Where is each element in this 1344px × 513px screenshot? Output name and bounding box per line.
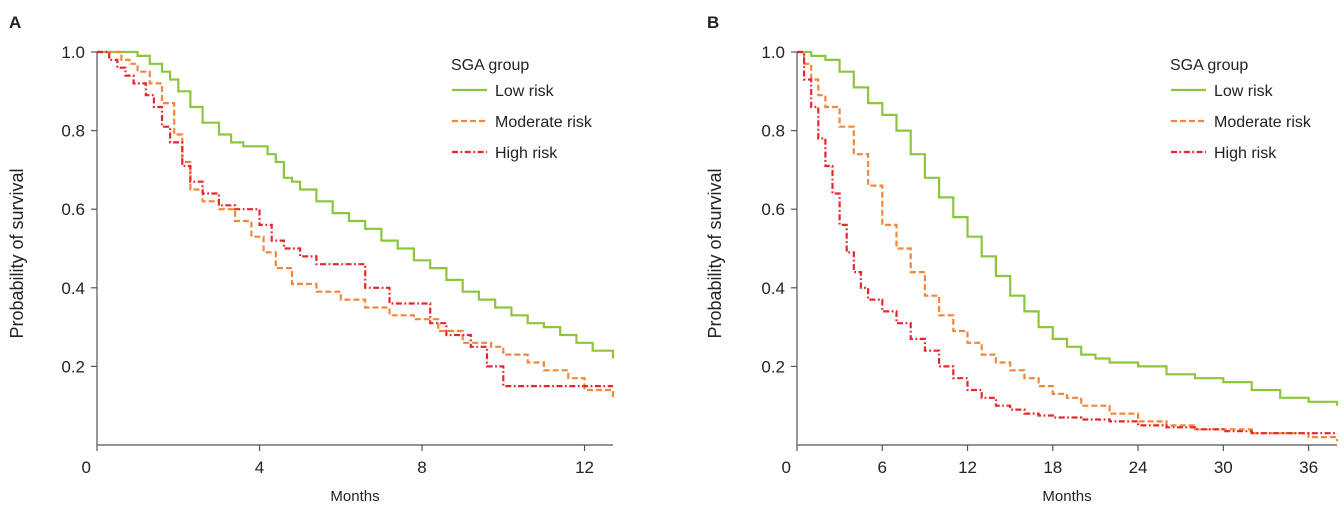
series-line-low-risk bbox=[797, 50, 1339, 406]
legend-entry-label: High risk bbox=[495, 145, 558, 162]
panel-a-chart: A 0.2 0.4 0.6 0.8 1.0 0 4 8 12 Months Probability o… bbox=[7, 13, 615, 505]
y-tick-label: 0.2 bbox=[761, 357, 785, 376]
legend-entry-label: Moderate risk bbox=[1214, 114, 1312, 131]
series-line-moderate-risk bbox=[97, 50, 615, 398]
legend-entry-label: Moderate risk bbox=[495, 114, 593, 131]
x-tick-label: 30 bbox=[1214, 458, 1233, 477]
y-tick-label: 0.2 bbox=[61, 357, 85, 376]
y-axis-title: Probability of survival bbox=[705, 168, 725, 338]
x-axis-title: Months bbox=[1042, 488, 1091, 505]
y-tick-label: 0.6 bbox=[761, 200, 785, 219]
y-tick-label: 0.4 bbox=[61, 279, 85, 298]
series-line-moderate-risk bbox=[797, 50, 1339, 442]
legend-title: SGA group bbox=[451, 57, 529, 74]
x-tick-label: 24 bbox=[1129, 458, 1148, 477]
x-tick-label: 4 bbox=[255, 458, 264, 477]
x-tick-label: 12 bbox=[958, 458, 977, 477]
y-tick-label: 1.0 bbox=[761, 43, 785, 62]
x-axis-title: Months bbox=[330, 488, 379, 505]
y-tick-label: 0.8 bbox=[61, 122, 85, 141]
y-tick-label: 0.6 bbox=[61, 200, 85, 219]
y-tick-label: 0.8 bbox=[761, 122, 785, 141]
x-tick-label: 12 bbox=[575, 458, 594, 477]
series-line-high-risk bbox=[797, 50, 1337, 435]
x-tick-label: 0 bbox=[782, 458, 791, 477]
y-axis-title: Probability of survival bbox=[7, 168, 27, 338]
y-tick-label: 1.0 bbox=[61, 43, 85, 62]
x-tick-label: 0 bbox=[82, 458, 91, 477]
series-line-high-risk bbox=[97, 50, 613, 388]
legend-entry-label: High risk bbox=[1214, 145, 1277, 162]
x-tick-label: 8 bbox=[417, 458, 426, 477]
legend-entry-label: Low risk bbox=[1214, 83, 1274, 100]
panel-label: B bbox=[707, 13, 719, 32]
panel-b-chart: B 0.2 0.4 0.6 0.8 1.0 0 6 12 18 24 30 36 Months Probab… bbox=[705, 13, 1339, 505]
y-tick-label: 0.4 bbox=[761, 279, 785, 298]
legend-title: SGA group bbox=[1170, 57, 1248, 74]
x-tick-label: 18 bbox=[1043, 458, 1062, 477]
x-tick-label: 36 bbox=[1299, 458, 1318, 477]
legend-entry-label: Low risk bbox=[495, 83, 555, 100]
panel-label: A bbox=[9, 13, 21, 32]
series-line-low-risk bbox=[97, 50, 615, 359]
x-tick-label: 6 bbox=[878, 458, 887, 477]
